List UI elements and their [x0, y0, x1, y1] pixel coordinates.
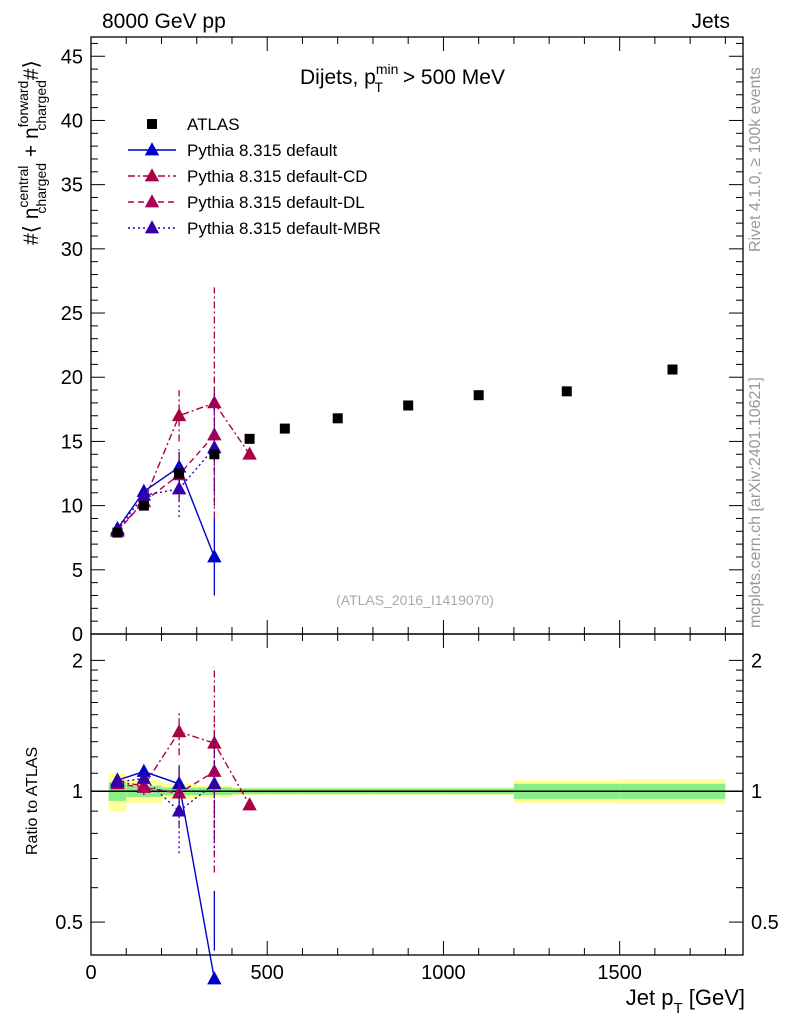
analysis-watermark: (ATLAS_2016_I1419070) [336, 592, 494, 608]
legend-marker [144, 168, 160, 182]
atlas-data-point [209, 449, 220, 460]
ratio-uncertainty-bands [108, 773, 726, 812]
x-tick-label: 1500 [597, 962, 642, 984]
y-tick-label: 45 [61, 46, 83, 68]
series-ratio-point [242, 797, 257, 811]
atlas-data-point [403, 400, 414, 411]
y-tick-label: 30 [61, 239, 83, 261]
atlas-data-point [112, 527, 123, 538]
atlas-data-point [279, 423, 290, 434]
atlas-data-point [174, 468, 185, 479]
legend-label: ATLAS [187, 115, 240, 134]
chart-title: Dijets, pmin T > 500 MeV [300, 61, 505, 95]
series-ratio-point [136, 779, 152, 793]
ratio-tick-label: 1 [72, 781, 83, 803]
y-axis-label: #⟨ ncentral charged + nforward charged#⟩ [15, 60, 49, 245]
x-tick-label: 0 [85, 962, 96, 984]
legend-marker [147, 119, 157, 129]
x-tick-label: 1000 [421, 962, 466, 984]
ratio-tick-label: 0.5 [751, 912, 779, 934]
atlas-data-point [473, 390, 484, 401]
ratio-tick-label: 0.5 [55, 912, 83, 934]
legend-label: Pythia 8.315 default [187, 141, 338, 160]
series-ratio-point [207, 776, 222, 790]
series-ratio-point [136, 763, 152, 777]
ratio-tick-label: 2 [72, 650, 83, 672]
atlas-data-point [561, 386, 572, 397]
series-ratio-point [171, 803, 187, 817]
series-point [171, 481, 187, 495]
y-tick-label: 0 [72, 624, 83, 646]
series-point [136, 487, 152, 501]
series-ratio-line [117, 770, 215, 794]
legend-entry: Pythia 8.315 default [128, 141, 338, 160]
y-tick-label: 15 [61, 431, 83, 453]
series-1 [110, 451, 222, 985]
ratio-tick-label: 1 [751, 781, 762, 803]
series-ratio-point [207, 971, 222, 985]
series-point [171, 407, 187, 422]
atlas-data [112, 364, 678, 538]
ratio-y-axis-label: Ratio to ATLAS [24, 747, 41, 855]
legend-label: Pythia 8.315 default-MBR [187, 219, 381, 238]
ratio-plot-frame [90, 633, 744, 956]
legend: ATLAS Pythia 8.315 default Pythia 8.315 de… [128, 115, 381, 238]
axes-ticks: 0 5 10 15 20 25 30 35 40 45 0 500 1000 1500 0.5 0.5 1 1 2 2 [55, 37, 779, 984]
series-point [242, 446, 257, 460]
source-label: mcplots.cern.ch [arXiv:2401.10621] [747, 377, 764, 628]
series-ratio-point [110, 774, 125, 788]
legend-entry: Pythia 8.315 default-MBR [128, 219, 381, 238]
mc-series [110, 287, 257, 985]
x-axis-label: Jet pT [GeV] [626, 985, 745, 1017]
series-ratio-point [171, 724, 187, 738]
legend-marker [144, 142, 160, 156]
series-line [116, 434, 215, 532]
header-process-label: Jets [691, 10, 730, 33]
legend-marker [144, 194, 160, 208]
legend-marker [144, 220, 160, 234]
y-tick-label: 25 [61, 303, 83, 325]
y-tick-label: 5 [72, 560, 83, 582]
series-line [116, 447, 215, 531]
series-line [116, 402, 251, 531]
series-ratio-line [117, 770, 216, 980]
series-line [116, 466, 216, 558]
legend-label: Pythia 8.315 default-CD [187, 167, 368, 186]
legend-label: Pythia 8.315 default-DL [187, 193, 365, 212]
legend-entry: Pythia 8.315 default-CD [128, 167, 368, 186]
y-tick-label: 40 [61, 110, 83, 132]
series-ratio-point [207, 763, 222, 777]
atlas-data-point [138, 500, 149, 511]
x-tick-label: 500 [251, 962, 284, 984]
y-tick-label: 10 [61, 496, 83, 518]
atlas-data-point [332, 413, 343, 424]
series-3 [110, 377, 222, 836]
y-tick-label: 35 [61, 175, 83, 197]
series-ratio-line [117, 777, 215, 813]
series-point [207, 549, 222, 563]
rivet-version-label: Rivet 4.1.0, ≥ 100k events [747, 67, 764, 252]
ratio-tick-label: 2 [751, 650, 762, 672]
header-beam-label: 8000 GeV pp [102, 10, 226, 33]
atlas-data-point [667, 364, 678, 375]
series-ratio-point [136, 770, 152, 784]
legend-entry: Pythia 8.315 default-DL [128, 193, 365, 212]
y-tick-label: 20 [61, 367, 83, 389]
legend-entry: ATLAS [147, 115, 240, 134]
atlas-data-point [244, 433, 255, 444]
